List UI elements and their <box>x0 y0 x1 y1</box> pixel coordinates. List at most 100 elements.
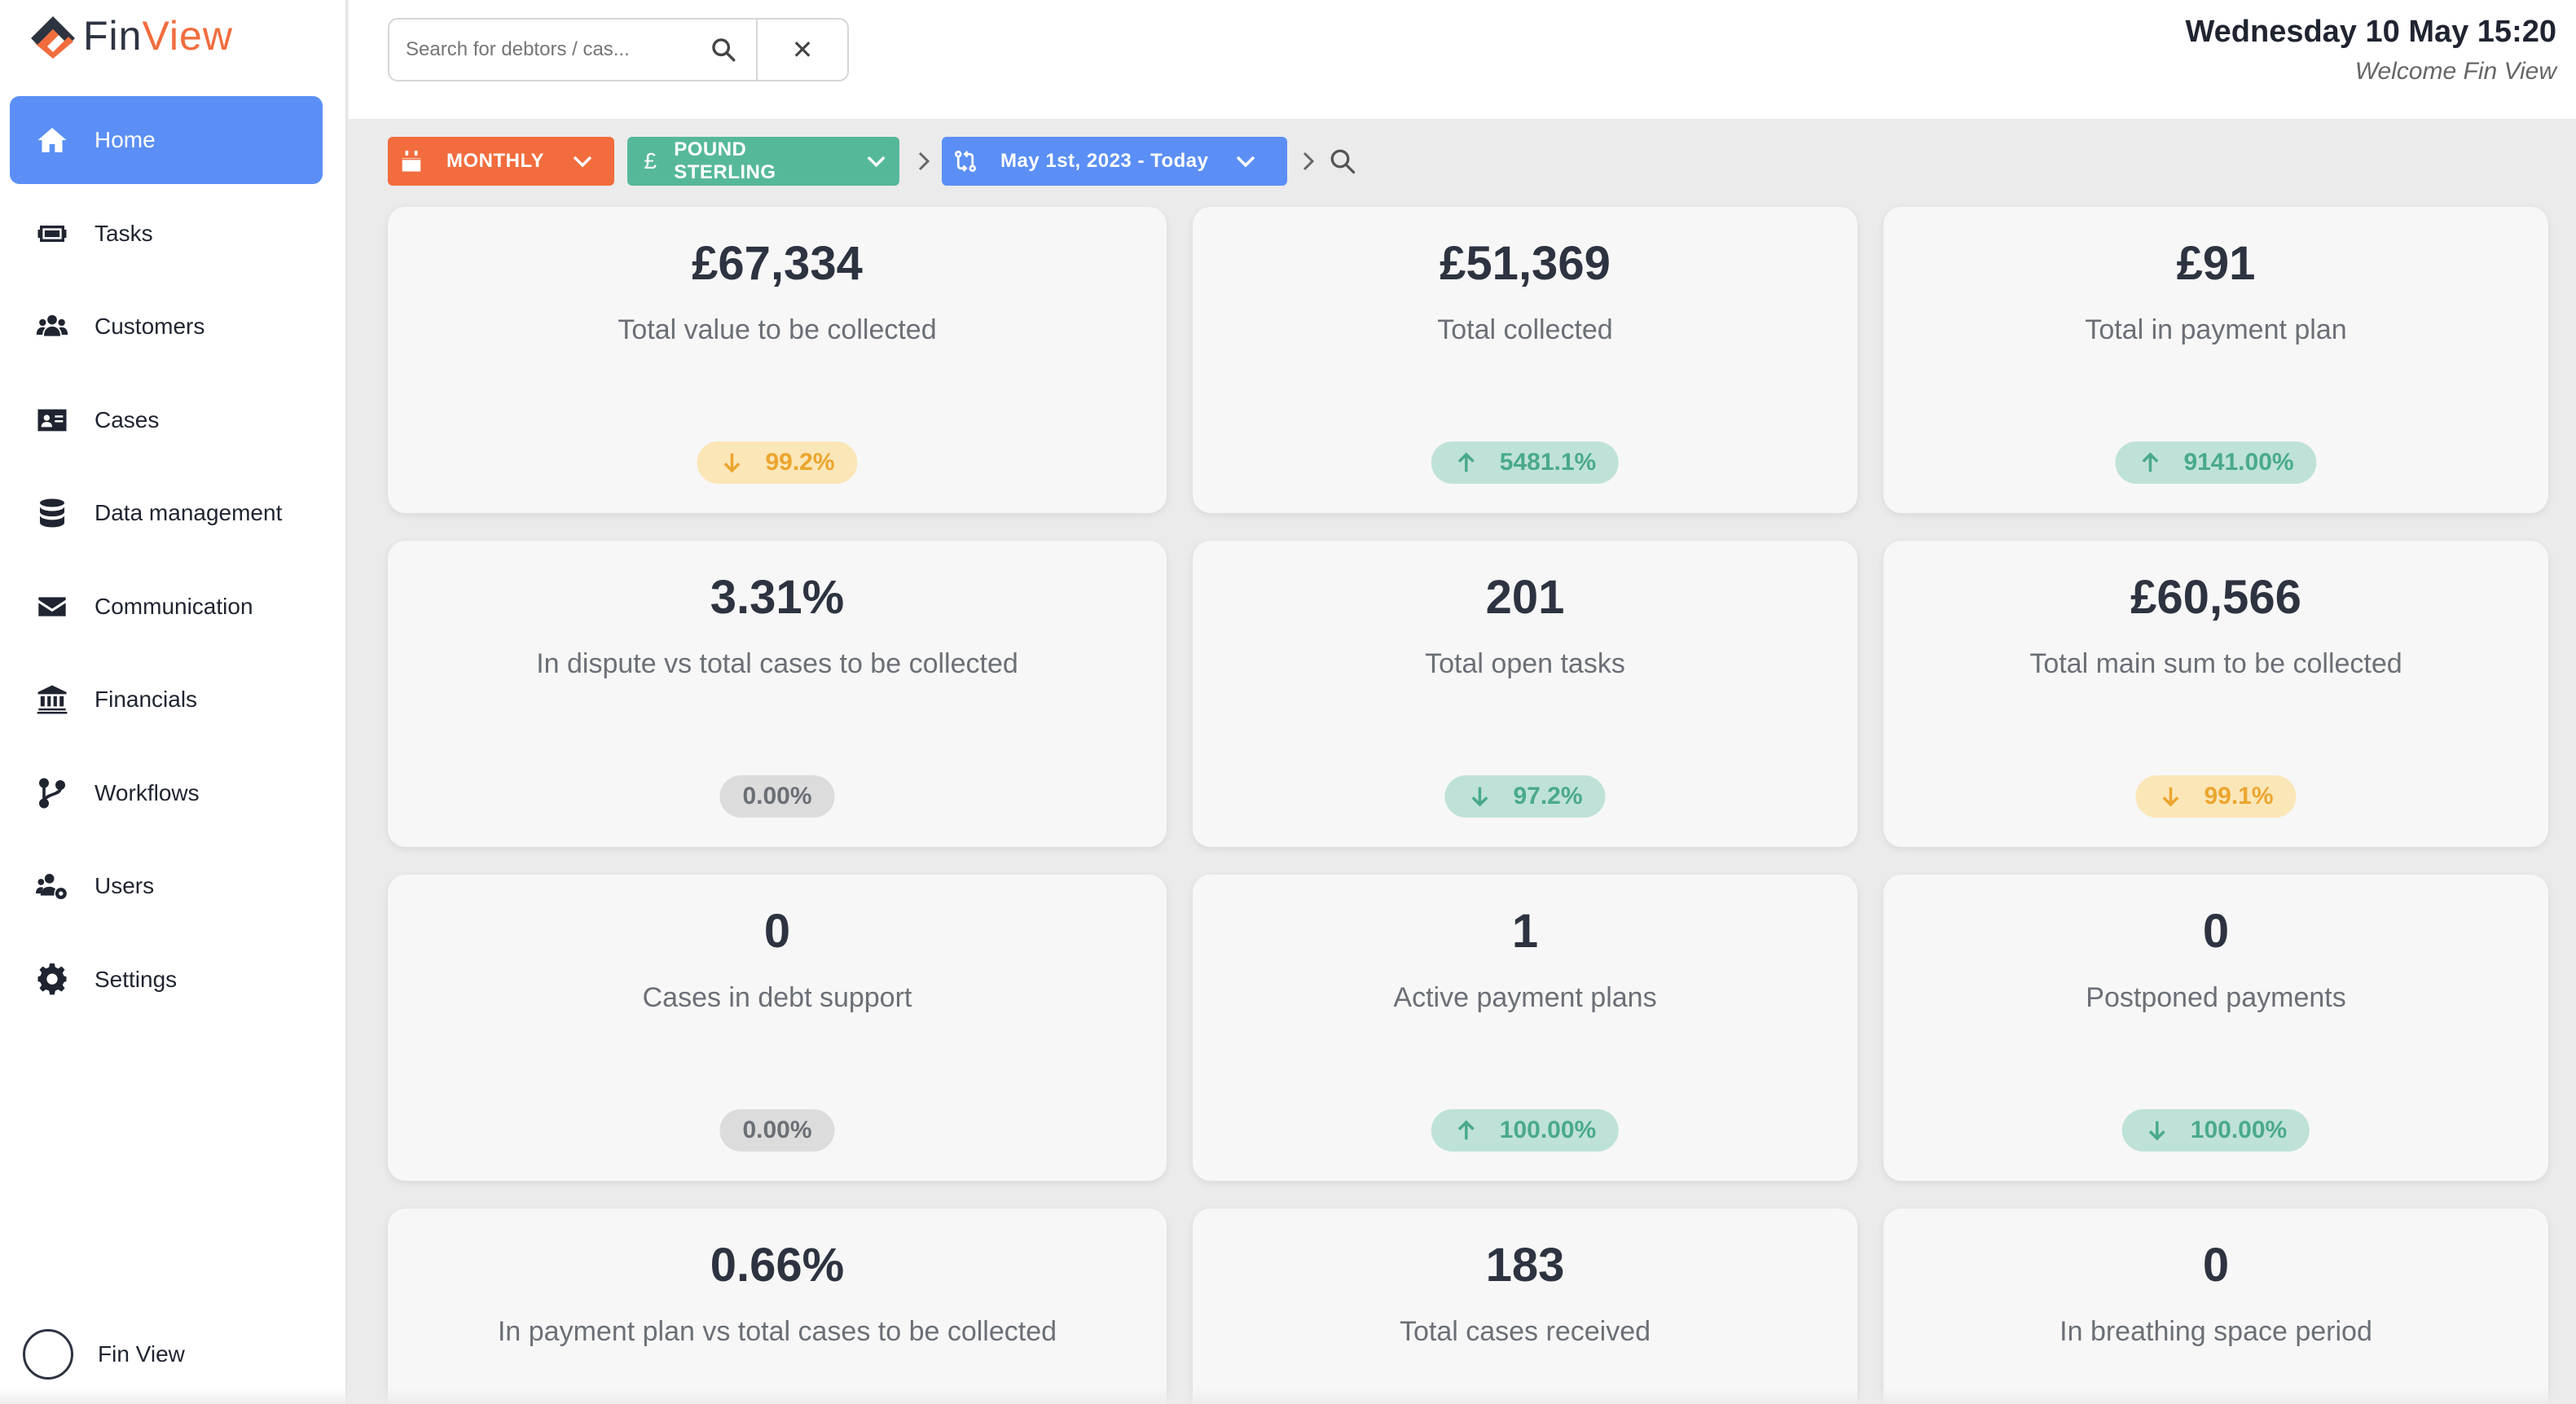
stat-card: 183 Total cases received <box>1193 1209 1857 1404</box>
pound-icon: £ <box>644 148 657 173</box>
sidebar-item-communication[interactable]: Communication <box>10 563 323 651</box>
brand-name-fin: Fin <box>83 13 143 59</box>
stat-label: Total collected <box>1437 314 1613 345</box>
change-value: 100.00% <box>1499 1117 1597 1143</box>
stat-label: In payment plan vs total cases to be col… <box>497 1316 1057 1347</box>
change-badge: 99.2% <box>697 441 858 484</box>
brand-logo[interactable]: FinView <box>26 11 233 60</box>
sidebar-item-label: Tasks <box>95 220 153 246</box>
sidebar-item-users[interactable]: Users <box>10 842 323 930</box>
envelope-icon <box>36 590 68 623</box>
top-header: ✕ Wednesday 10 May 15:20 Welcome Fin Vie… <box>349 0 2576 119</box>
compare-arrows-icon <box>953 149 978 173</box>
avatar[interactable] <box>23 1329 73 1380</box>
stat-value: £91 <box>2176 237 2256 290</box>
sidebar-item-cases[interactable]: Cases <box>10 376 323 464</box>
stat-label: Total open tasks <box>1425 648 1625 679</box>
customers-icon <box>36 310 68 343</box>
stat-value: 0 <box>2202 1239 2230 1292</box>
search-box: ✕ <box>388 18 849 81</box>
stat-label: Cases in debt support <box>642 982 912 1013</box>
change-badge: 100.00% <box>2121 1109 2310 1152</box>
chevron-down-icon <box>573 156 592 168</box>
stat-label: Active payment plans <box>1393 982 1657 1013</box>
period-filter-label: MONTHLY <box>446 150 544 172</box>
change-badge: 5481.1% <box>1431 441 1620 484</box>
arrow-up-icon <box>2142 452 2159 472</box>
workflow-icon <box>36 777 68 809</box>
sidebar: FinView Home Tasks Customers Cases Data … <box>0 0 347 1404</box>
stat-card: 0 Cases in debt support 0.00% <box>388 875 1167 1181</box>
sidebar-item-tasks[interactable]: Tasks <box>10 190 323 278</box>
sidebar-item-label: Customers <box>95 314 205 339</box>
welcome-message: Welcome Fin View <box>2354 58 2556 85</box>
filter-search-icon[interactable] <box>1328 147 1357 176</box>
stat-card: 0.66% In payment plan vs total cases to … <box>388 1209 1167 1404</box>
date-range-label: May 1st, 2023 - Today <box>1000 150 1209 172</box>
sidebar-item-label: Communication <box>95 593 253 619</box>
search-divider <box>756 19 758 81</box>
sidebar-item-home[interactable]: Home <box>10 96 323 184</box>
change-badge: 9141.00% <box>2115 441 2317 484</box>
stat-value: £60,566 <box>2130 571 2301 624</box>
stat-value: 0 <box>2202 905 2230 958</box>
arrow-down-icon <box>723 453 741 473</box>
currency-filter-dropdown[interactable]: £ POUND STERLING <box>627 137 899 186</box>
chevron-down-icon <box>867 156 886 168</box>
sidebar-item-customers[interactable]: Customers <box>10 283 323 371</box>
sidebar-nav: Home Tasks Customers Cases Data manageme… <box>10 96 323 1029</box>
stat-card: £60,566 Total main sum to be collected 9… <box>1884 541 2548 847</box>
stat-label: Total cases received <box>1399 1316 1651 1347</box>
change-badge: 0.00% <box>719 1109 835 1152</box>
sidebar-item-label: Users <box>95 873 155 898</box>
arrow-down-icon <box>2148 1121 2165 1141</box>
stat-label: In dispute vs total cases to be collecte… <box>536 648 1018 679</box>
stat-value: 1 <box>1511 905 1539 958</box>
change-value: 5481.1% <box>1499 449 1597 476</box>
search-input[interactable] <box>406 38 699 61</box>
home-icon <box>36 124 68 156</box>
stat-value: £51,369 <box>1440 237 1611 290</box>
stat-label: Total in payment plan <box>2085 314 2347 345</box>
user-name: Fin View <box>98 1341 185 1367</box>
change-badge: 99.1% <box>2135 775 2297 818</box>
stat-value: £67,334 <box>692 237 863 290</box>
chevron-right-icon <box>918 151 930 171</box>
stat-value: 0 <box>763 905 791 958</box>
user-profile[interactable]: Fin View <box>23 1329 185 1380</box>
cases-icon <box>36 404 68 437</box>
stat-label: In breathing space period <box>2059 1316 2372 1347</box>
change-value: 9141.00% <box>2183 449 2294 476</box>
stat-label: Postponed payments <box>2086 982 2346 1013</box>
sidebar-item-financials[interactable]: Financials <box>10 656 323 744</box>
search-icon[interactable] <box>699 25 748 74</box>
sidebar-item-label: Cases <box>95 406 160 432</box>
arrow-down-icon <box>2162 787 2179 807</box>
change-badge: 0.00% <box>719 775 835 818</box>
change-badge: 97.2% <box>1444 775 1606 818</box>
database-icon <box>36 497 68 529</box>
change-value: 99.1% <box>2204 783 2274 809</box>
change-value: 0.00% <box>742 783 812 809</box>
sidebar-item-workflows[interactable]: Workflows <box>10 749 323 837</box>
stat-value: 201 <box>1485 571 1565 624</box>
arrow-up-icon <box>1457 452 1475 472</box>
change-value: 97.2% <box>1513 783 1583 809</box>
arrow-down-icon <box>1471 787 1488 807</box>
stat-value: 3.31% <box>710 571 845 624</box>
stat-card: £51,369 Total collected 5481.1% <box>1193 207 1857 513</box>
tasks-icon <box>36 217 68 250</box>
sidebar-item-label: Home <box>95 127 156 152</box>
period-filter-dropdown[interactable]: MONTHLY <box>388 137 614 186</box>
sidebar-item-data-management[interactable]: Data management <box>10 469 323 557</box>
date-range-dropdown[interactable]: May 1st, 2023 - Today <box>942 137 1287 186</box>
clear-search-button[interactable]: ✕ <box>791 35 814 64</box>
sidebar-item-label: Financials <box>95 687 198 712</box>
arrow-up-icon <box>1457 1120 1475 1140</box>
sidebar-item-settings[interactable]: Settings <box>10 936 323 1024</box>
stat-card: 0 In breathing space period <box>1884 1209 2548 1404</box>
users-icon <box>36 870 68 902</box>
bank-icon <box>36 683 68 716</box>
stat-card: 1 Active payment plans 100.00% <box>1193 875 1857 1181</box>
